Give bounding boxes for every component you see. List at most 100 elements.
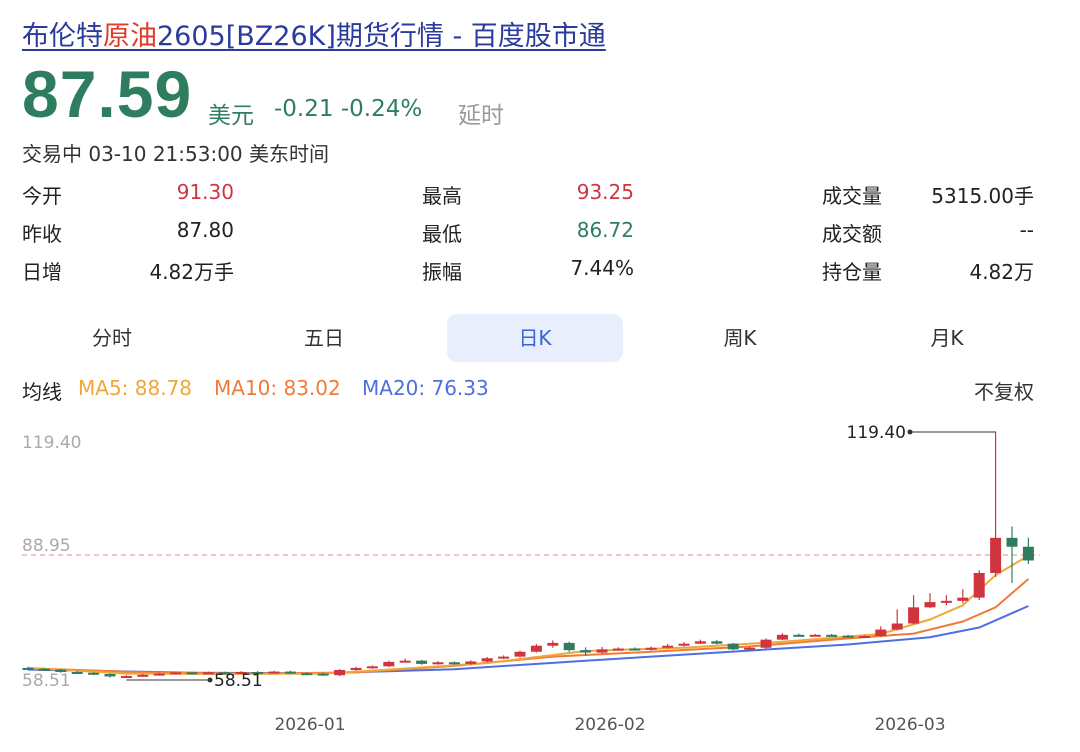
candle-body bbox=[202, 672, 214, 675]
candle-body bbox=[399, 660, 411, 663]
candle-body bbox=[498, 656, 510, 659]
y-axis-max-label: 119.40 bbox=[22, 433, 81, 453]
candle-body bbox=[612, 648, 624, 651]
candle-body bbox=[186, 672, 198, 675]
tab-4[interactable]: 月K bbox=[930, 326, 964, 350]
candle-body bbox=[711, 641, 723, 644]
candle-body bbox=[448, 662, 460, 665]
delay-badge: 延时 bbox=[458, 103, 504, 129]
ma10-legend: MA10: 83.02 bbox=[214, 376, 341, 400]
candle-body bbox=[629, 648, 641, 651]
max-pointer-line bbox=[910, 431, 997, 433]
candle-body bbox=[219, 672, 231, 675]
candle-body bbox=[530, 645, 542, 652]
max-price-label: 119.40 bbox=[847, 423, 906, 443]
stat-value: 4.82万 bbox=[969, 260, 1034, 284]
adjust-toggle[interactable]: 不复权 bbox=[974, 380, 1034, 404]
candle-body bbox=[1022, 546, 1034, 561]
candle-body bbox=[38, 668, 50, 671]
candle-body bbox=[383, 661, 395, 667]
candle-body bbox=[366, 666, 378, 669]
candle-body bbox=[924, 602, 936, 608]
candle-body bbox=[1006, 537, 1018, 547]
stat-value: 91.30 bbox=[176, 180, 234, 204]
ma5-legend: MA5: 88.78 bbox=[78, 376, 193, 400]
tab-1[interactable]: 五日 bbox=[304, 326, 344, 350]
page-title[interactable]: 布伦特原油2605[BZ26K]期货行情 - 百度股市通 bbox=[22, 14, 606, 53]
title-highlight: 原油 bbox=[103, 21, 157, 52]
candle-body bbox=[153, 673, 165, 676]
stat-label: 振幅 bbox=[422, 260, 462, 284]
tab-0[interactable]: 分时 bbox=[92, 326, 132, 350]
candle-body bbox=[416, 660, 428, 664]
candle-body bbox=[809, 634, 821, 637]
stat-value: 86.72 bbox=[576, 218, 634, 242]
ma20-line bbox=[27, 605, 1029, 675]
ma10-line bbox=[27, 578, 1030, 675]
x-axis-tick-label: 2026-02 bbox=[574, 715, 645, 735]
min-pointer-dot bbox=[207, 677, 213, 683]
candle-body bbox=[170, 672, 182, 675]
stat-value: 87.80 bbox=[176, 218, 234, 242]
candle-body bbox=[793, 634, 805, 637]
candle-body bbox=[678, 643, 690, 646]
stat-label: 持仓量 bbox=[822, 260, 882, 284]
price-change: -0.21 -0.24% bbox=[274, 96, 422, 122]
candle-body bbox=[465, 661, 477, 664]
candle-body bbox=[284, 671, 296, 674]
tab-3[interactable]: 周K bbox=[723, 326, 757, 350]
candle-body bbox=[350, 667, 362, 670]
candle-body bbox=[596, 649, 608, 653]
candle-body bbox=[432, 662, 444, 665]
change-value: -0.21 bbox=[274, 96, 334, 122]
candle-body bbox=[990, 537, 1002, 573]
ma5-line bbox=[27, 554, 1029, 676]
stat-label: 最高 bbox=[422, 184, 462, 208]
candle-body bbox=[317, 673, 329, 676]
kline-chart[interactable]: 119.40 88.95 58.51 119.40 58.51 2026-01 2026-0… bbox=[0, 420, 1080, 752]
stat-value: 93.25 bbox=[576, 180, 634, 204]
min-price-label: 58.51 bbox=[214, 671, 263, 691]
stat-value: 5315.00手 bbox=[931, 184, 1034, 208]
candle-body bbox=[957, 597, 969, 601]
stat-label: 成交额 bbox=[822, 222, 882, 246]
stat-value: 4.82万手 bbox=[149, 260, 234, 284]
candle-body bbox=[137, 674, 149, 677]
candle-body bbox=[514, 651, 526, 657]
candle-body bbox=[776, 634, 788, 640]
candle-body bbox=[891, 623, 903, 630]
candle-body bbox=[875, 629, 887, 637]
candle-body bbox=[235, 671, 247, 674]
stat-value: -- bbox=[1019, 218, 1034, 242]
candle-body bbox=[694, 641, 706, 644]
candle-body bbox=[71, 671, 83, 674]
candle-body bbox=[744, 647, 756, 650]
stat-label: 最低 bbox=[422, 222, 462, 246]
candle-body bbox=[662, 645, 674, 648]
candle-body bbox=[22, 667, 34, 670]
ma20-legend: MA20: 76.33 bbox=[362, 376, 489, 400]
candle-body bbox=[547, 642, 559, 646]
ma-label: 均线 bbox=[22, 380, 62, 404]
candle-body bbox=[826, 634, 838, 637]
candle-body bbox=[842, 635, 854, 638]
candle-body bbox=[104, 674, 116, 677]
trading-status: 交易中 03-10 21:53:00 美东时间 bbox=[22, 142, 330, 166]
candle-body bbox=[973, 572, 985, 598]
candle-body bbox=[120, 676, 132, 679]
tab-2[interactable]: 日K bbox=[447, 314, 623, 362]
stat-value: 7.44% bbox=[570, 256, 634, 280]
candle-body bbox=[580, 650, 592, 653]
currency-label: 美元 bbox=[208, 103, 254, 129]
title-suffix: 2605[BZ26K]期货行情 - 百度股市通 bbox=[157, 21, 606, 52]
candle-body bbox=[908, 607, 920, 624]
candle-body bbox=[334, 669, 346, 676]
candle-body bbox=[940, 600, 952, 603]
candle-body bbox=[563, 642, 575, 651]
candle-body bbox=[55, 669, 67, 672]
candle-body bbox=[727, 643, 739, 650]
candle-body bbox=[301, 673, 313, 676]
y-axis-ref-label: 88.95 bbox=[22, 536, 71, 556]
candle-body bbox=[760, 639, 772, 648]
title-prefix: 布伦特 bbox=[22, 21, 103, 52]
